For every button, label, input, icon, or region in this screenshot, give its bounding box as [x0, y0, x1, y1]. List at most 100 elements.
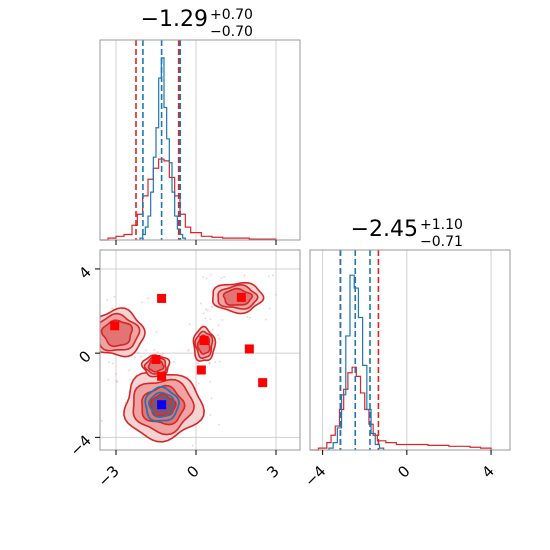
joint-sample-point [107, 378, 110, 381]
joint-ytick-label: −4 [66, 431, 94, 459]
joint-sample-point [115, 373, 118, 376]
joint-sample-point [112, 362, 114, 365]
joint-sample-point [137, 352, 139, 354]
joint-sample-point [216, 334, 219, 337]
joint-sample-point [220, 277, 223, 280]
joint-secondary-marker [151, 354, 161, 364]
joint-primary-contour [144, 385, 180, 422]
joint-sample-point [145, 349, 147, 352]
joint-sample-point [81, 368, 83, 370]
marginal2-title-median: −2.45 [351, 217, 418, 242]
joint-sample-point [205, 277, 208, 280]
joint-sample-point [264, 318, 267, 321]
joint-sample-point [214, 361, 217, 363]
joint-sample-point [202, 312, 205, 315]
joint-sample-point [128, 369, 131, 372]
joint-primary-contour [152, 396, 170, 414]
joint-secondary-marker [236, 292, 246, 302]
joint-sample-point [204, 317, 207, 320]
joint-sample-point [243, 274, 246, 277]
joint-secondary-marker [157, 293, 167, 303]
joint-sample-point [76, 358, 78, 360]
joint-sample-point [205, 308, 208, 311]
marginal1-secondary-hist [100, 158, 277, 241]
joint-primary-contour [147, 391, 175, 418]
marginal2-title-minus: −0.71 [420, 234, 463, 250]
joint-sample-point [113, 295, 116, 298]
joint-sample-point [120, 459, 122, 461]
joint-sample-point [147, 297, 149, 300]
joint-sample-point [206, 309, 209, 312]
joint-sample-point [106, 299, 109, 302]
joint-sample-point [209, 413, 212, 416]
joint-sample-point [153, 349, 156, 351]
joint-sample-point [156, 351, 159, 354]
joint-sample-point [160, 353, 163, 356]
marginal2-xtick-label: 0 [394, 462, 413, 481]
joint-sample-point [169, 456, 171, 458]
joint-sample-point [267, 275, 270, 278]
marginal1-title-plus: +0.70 [210, 7, 253, 23]
marginal1-primary-hist [139, 57, 186, 240]
joint-sample-point [161, 352, 164, 355]
joint-secondary-marker [244, 344, 254, 354]
joint-sample-point [110, 451, 112, 453]
marginal2-frame [309, 249, 511, 451]
joint-sample-point [188, 323, 191, 326]
joint-sample-point [211, 305, 213, 308]
joint-sample-point [134, 356, 136, 359]
joint-sample-point [218, 337, 221, 340]
joint-sample-point [209, 318, 212, 321]
joint-ytick-label: 4 [75, 263, 94, 282]
joint-xtick-label: −3 [94, 462, 122, 490]
joint-sample-point [122, 453, 124, 455]
joint-primary-marker [157, 400, 167, 410]
joint-sample-point [173, 360, 175, 363]
joint-sample-point [111, 307, 114, 309]
joint-secondary-marker [258, 378, 268, 388]
joint-sample-point [92, 340, 94, 342]
joint-xtick-label: 0 [183, 462, 202, 481]
joint-sample-point [211, 328, 214, 331]
joint-secondary-marker [157, 371, 167, 381]
joint-sample-point [208, 362, 211, 365]
joint-ytick-label: 0 [75, 347, 94, 366]
joint-xtick-label: 3 [263, 462, 282, 481]
joint-sample-point [268, 307, 271, 310]
joint-sample-point [108, 361, 110, 364]
joint-secondary-marker [199, 336, 209, 346]
joint-sample-point [81, 296, 83, 298]
joint-plot-area [76, 273, 277, 461]
joint-sample-point [187, 349, 190, 352]
joint-sample-point [97, 343, 99, 345]
joint-sample-point [140, 301, 143, 304]
joint-secondary-marker [110, 321, 120, 331]
joint-sample-point [217, 324, 220, 327]
marginal2-title: −2.45 +1.10−0.71 [351, 217, 463, 250]
marginal1-frame [99, 39, 301, 241]
joint-secondary-marker [196, 365, 206, 375]
joint-sample-point [200, 302, 202, 305]
joint-sample-point [196, 362, 199, 364]
marginal1-title: −1.29 +0.70−0.70 [141, 7, 253, 40]
joint-sample-point [85, 317, 87, 319]
joint-sample-point [140, 355, 143, 358]
marginal2-title-plus: +1.10 [420, 217, 463, 233]
joint-sample-point [223, 276, 226, 278]
joint-sample-point [161, 453, 163, 455]
joint-sample-point [209, 380, 211, 383]
joint-sample-point [94, 304, 96, 306]
joint-sample-point [76, 325, 78, 327]
marginal2-xtick-label: 4 [478, 462, 497, 481]
joint-sample-point [191, 444, 194, 447]
joint-secondary-contour [100, 319, 134, 348]
joint-sample-point [249, 316, 251, 319]
joint-sample-point [84, 336, 86, 338]
joint-sample-point [202, 276, 205, 279]
joint-frame [99, 249, 301, 451]
joint-sample-point [154, 451, 156, 453]
joint-sample-point [218, 423, 220, 426]
joint-sample-point [210, 397, 213, 400]
joint-sample-point [201, 323, 204, 326]
